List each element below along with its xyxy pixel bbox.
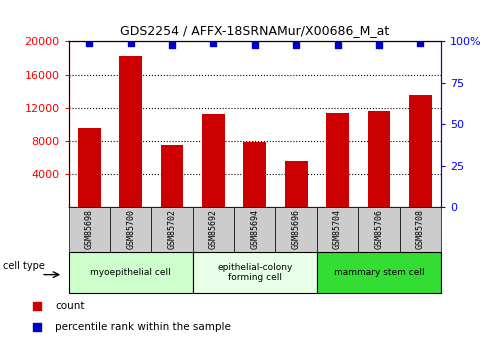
Text: cell type: cell type [3,262,45,271]
Bar [78,128,100,207]
Bar [400,207,441,252]
Bar [161,145,183,207]
Text: GSM85704: GSM85704 [333,208,342,248]
Bar [202,114,225,207]
Point [334,42,342,48]
Text: GSM85698: GSM85698 [85,208,94,248]
Bar [193,207,234,252]
Point [127,40,135,46]
Bar [275,207,317,252]
Bar [317,207,358,252]
Text: GSM85708: GSM85708 [416,208,425,248]
Point [375,42,383,48]
Bar [110,207,151,252]
Bar [326,114,349,207]
Text: percentile rank within the sample: percentile rank within the sample [55,322,231,332]
Text: GSM85702: GSM85702 [168,208,176,248]
Point [416,40,424,46]
Text: GSM85694: GSM85694 [250,208,259,248]
Point [33,303,41,308]
Point [168,42,176,48]
Point [33,324,41,330]
Text: GSM85706: GSM85706 [374,208,384,248]
Bar [317,252,441,293]
Bar [358,207,400,252]
Text: GSM85692: GSM85692 [209,208,218,248]
Point [210,40,218,46]
Bar [69,252,193,293]
Text: myoepithelial cell: myoepithelial cell [90,268,171,277]
Bar [234,207,275,252]
Text: GSM85696: GSM85696 [292,208,301,248]
Point [85,40,93,46]
Bar [409,95,432,207]
Point [251,42,259,48]
Title: GDS2254 / AFFX-18SRNAMur/X00686_M_at: GDS2254 / AFFX-18SRNAMur/X00686_M_at [120,24,390,38]
Bar [244,141,266,207]
Bar [285,161,308,207]
Bar [151,207,193,252]
Text: GSM85700: GSM85700 [126,208,135,248]
Point [292,42,300,48]
Text: mammary stem cell: mammary stem cell [334,268,424,277]
Bar [368,111,391,207]
Bar [69,207,110,252]
Text: count: count [55,301,84,311]
Bar [119,56,142,207]
Text: epithelial-colony
forming cell: epithelial-colony forming cell [217,263,293,282]
Bar [193,252,317,293]
